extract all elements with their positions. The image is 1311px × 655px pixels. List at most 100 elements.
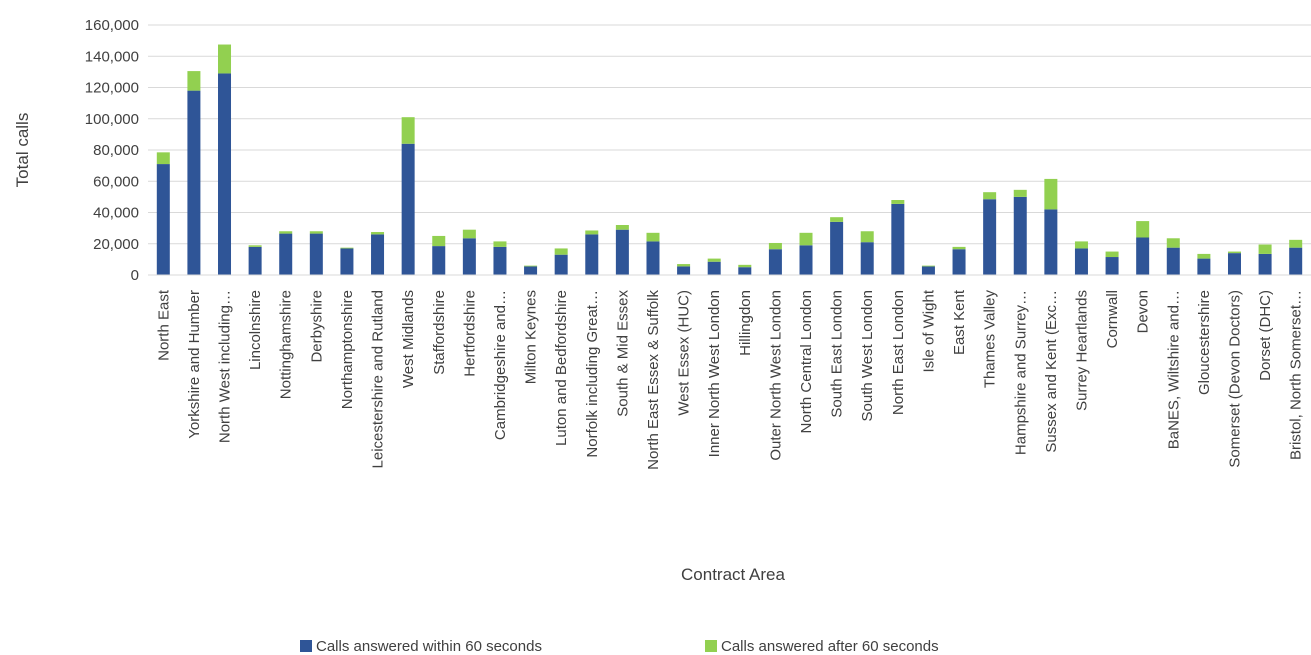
x-tick-label: Staffordshire [431,290,448,375]
bar-within-60s [371,234,385,276]
bar-within-60s [585,234,599,276]
bar-within-60s [1166,247,1180,275]
bar-within-60s [707,261,721,275]
bar-within-60s [493,246,507,276]
bar-after-60s [493,241,507,247]
x-tick-label: West Midlands [400,290,417,388]
bar-after-60s [707,258,721,262]
y-tick-label: 0 [131,267,139,284]
bar-after-60s [891,200,905,204]
x-tick-label: Surrey Heartlands [1073,290,1090,411]
bar-within-60s [677,266,691,275]
bar-within-60s [860,242,874,275]
x-tick-label: Cambridgeshire and… [492,290,509,440]
bar-within-60s [952,249,966,275]
x-tick-label: South East London [829,290,846,418]
gridlines [148,24,1311,245]
bar-after-60s [279,231,293,234]
bar-after-60s [309,231,323,234]
x-tick-label: Derbyshire [308,290,325,363]
bar-within-60s [279,233,293,275]
x-tick-label: Cornwall [1104,290,1121,348]
bar-after-60s [585,230,599,235]
y-tick-label: 120,000 [85,80,139,97]
x-tick-label: Outer North West London [767,290,784,461]
x-tick-label: Milton Keynes [523,290,540,384]
bar-within-60s [401,143,415,275]
y-tick-label: 80,000 [93,142,139,159]
bar-within-60s [983,199,997,275]
legend-label: Calls answered within 60 seconds [316,638,542,655]
x-tick-label: Hampshire and Surrey… [1012,290,1029,455]
x-tick-label: Bristol, North Somerset… [1288,290,1305,460]
bar-after-60s [1289,239,1303,248]
x-tick-label: Somerset (Devon Doctors) [1226,290,1243,468]
y-tick-label: 140,000 [85,48,139,65]
bar-within-60s [554,254,568,275]
bar-after-60s [432,235,446,247]
bars [156,44,1303,276]
y-axis-ticks: 0 20,000 40,000 60,000 80,000 100,000 120,000 1… [85,17,139,284]
x-tick-label: Devon [1135,290,1152,333]
bar-within-60s [768,249,782,275]
x-tick-label: North East Essex & Suffolk [645,290,662,470]
bar-after-60s [218,44,232,74]
bar-after-60s [1197,253,1211,259]
bar-within-60s [1044,209,1058,276]
bar-within-60s [248,246,262,276]
legend: Calls answered within 60 seconds Calls an… [300,638,939,655]
bar-within-60s [340,248,354,275]
bar-within-60s [309,233,323,275]
bar-within-60s [524,266,538,275]
bar-after-60s [768,242,782,250]
bar-within-60s [218,73,232,275]
bar-within-60s [156,164,170,275]
bar-after-60s [340,247,354,249]
bar-within-60s [187,90,201,276]
bar-within-60s [799,245,813,275]
bar-within-60s [646,241,660,275]
y-tick-label: 40,000 [93,205,139,222]
x-tick-label: Hertfordshire [461,290,478,377]
bar-within-60s [1197,258,1211,275]
bar-after-60s [738,264,752,268]
bar-after-60s [371,232,385,235]
bar-within-60s [1289,247,1303,275]
bar-after-60s [1074,241,1088,249]
bar-after-60s [248,245,262,247]
x-tick-label: Northamptonshire [339,290,356,409]
y-tick-label: 60,000 [93,173,139,190]
x-tick-label: BaNES, Wiltshire and… [1165,290,1182,449]
bar-within-60s [432,246,446,275]
x-tick-label: Norfolk including Great… [584,290,601,458]
x-tick-label: Sussex and Kent (Exc… [1043,290,1060,453]
bar-after-60s [187,71,201,91]
x-tick-label: Luton and Bedfordshire [553,290,570,446]
bar-after-60s [646,232,660,242]
bar-within-60s [1105,257,1119,275]
bar-within-60s [1136,237,1150,275]
x-tick-label: Gloucestershire [1196,290,1213,395]
bar-after-60s [462,229,476,239]
bar-after-60s [921,265,935,267]
y-tick-label: 100,000 [85,111,139,128]
bar-after-60s [615,225,629,230]
bar-within-60s [1258,253,1272,275]
bar-after-60s [983,192,997,200]
bar-within-60s [921,266,935,275]
x-tick-label: Leicestershire and Rutland [370,290,387,468]
x-tick-label: South & Mid Essex [614,290,631,417]
bar-after-60s [524,265,538,267]
bar-within-60s [462,238,476,275]
x-tick-label: West Essex (HUC) [676,290,693,416]
x-tick-label: North Central London [798,290,815,433]
y-tick-label: 160,000 [85,17,139,34]
x-tick-label: South West London [859,290,876,421]
x-tick-label: North West including… [217,290,234,443]
bar-within-60s [738,267,752,275]
bar-within-60s [1013,196,1027,276]
bar-after-60s [1013,189,1027,197]
bar-after-60s [401,117,415,144]
